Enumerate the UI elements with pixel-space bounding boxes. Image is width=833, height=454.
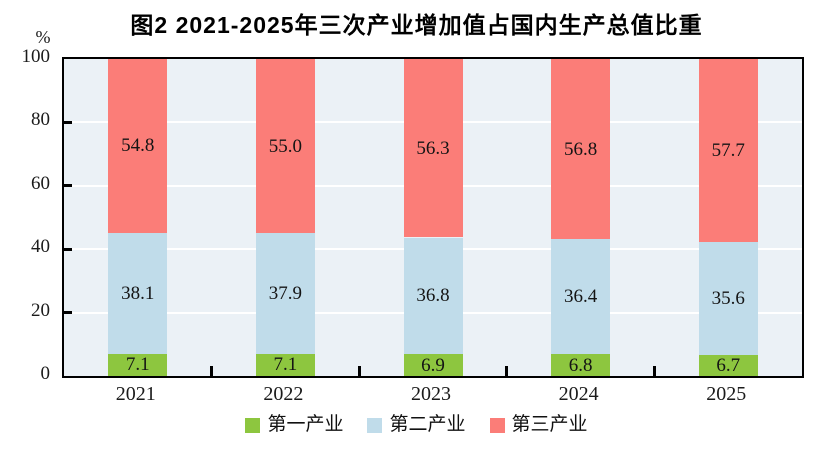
bar-segment: 54.8	[108, 59, 168, 233]
bar-segment: 6.7	[698, 354, 758, 376]
y-tick-mark	[64, 247, 72, 251]
bar-value-label: 36.4	[563, 286, 598, 308]
x-axis-label: 2025	[706, 383, 747, 405]
bar-segment: 35.6	[698, 241, 758, 355]
x-axis-label: 2022	[263, 383, 304, 405]
legend-label: 第一产业	[267, 414, 344, 435]
bar-value-label: 36.8	[416, 285, 450, 307]
bar-segment: 56.3	[403, 59, 463, 238]
bar-segment: 6.8	[551, 354, 611, 376]
bar-value-label: 37.9	[268, 282, 303, 304]
bar-value-label: 6.8	[568, 354, 593, 376]
chart-title: 图2 2021-2025年三次产业增加值占国内生产总值比重	[130, 12, 703, 38]
x-tick-mark	[505, 366, 509, 376]
legend-label: 第二产业	[389, 414, 466, 435]
legend-label: 第三产业	[511, 414, 588, 435]
y-tick-mark	[64, 120, 72, 124]
x-axis-label: 2023	[410, 383, 451, 405]
bar-segment: 37.9	[255, 233, 315, 354]
y-tick-label: 40	[31, 236, 50, 258]
legend-swatch	[489, 417, 505, 433]
y-axis-unit-label: %	[35, 27, 51, 47]
bar-value-label: 35.6	[711, 287, 745, 309]
bar-segment: 57.7	[698, 59, 758, 242]
y-tick-label: 100	[21, 46, 51, 67]
bar-segment: 38.1	[108, 232, 168, 354]
plot-area: 7.1 38.1 54.8 7.1 37.9 55.0 6.9 36.8 56.3 6.8 36.4…	[62, 57, 804, 378]
bar-value-label: 6.9	[421, 354, 445, 376]
legend-swatch	[367, 417, 383, 433]
bar-value-label: 7.1	[125, 354, 150, 376]
legend-item: 第三产业	[489, 414, 588, 437]
legend-item: 第二产业	[367, 414, 466, 437]
bar-segment: 56.8	[551, 59, 611, 240]
bar-value-label: 7.1	[273, 354, 298, 376]
x-tick-mark	[357, 366, 361, 376]
bar-segment: 6.9	[403, 354, 463, 376]
x-axis-label: 2024	[558, 383, 599, 405]
bar-value-label: 54.8	[121, 135, 155, 157]
y-tick-mark	[64, 311, 72, 315]
legend: 第一产业 第二产业 第三产业	[0, 414, 833, 437]
bar-value-label: 56.3	[416, 137, 450, 159]
y-tick-label: 80	[31, 109, 50, 131]
bar-value-label: 56.8	[563, 138, 598, 160]
bar-value-label: 38.1	[121, 282, 155, 304]
bar-value-label: 6.7	[716, 354, 741, 376]
bar-segment: 7.1	[255, 353, 315, 376]
legend-swatch	[245, 417, 261, 433]
y-tick-label: 60	[31, 172, 50, 194]
x-tick-mark	[652, 366, 656, 376]
y-tick-label: 0	[40, 363, 51, 384]
legend-item: 第一产业	[245, 414, 343, 437]
bar-value-label: 55.0	[268, 135, 303, 157]
y-tick-label: 20	[31, 299, 50, 321]
bar-segment: 55.0	[255, 59, 315, 234]
bar-segment: 7.1	[108, 353, 168, 376]
y-tick-mark	[64, 184, 72, 188]
bar-segment: 36.4	[551, 239, 611, 355]
bar-segment: 36.8	[403, 237, 463, 355]
bar-value-label: 57.7	[711, 139, 745, 161]
x-axis-label: 2021	[115, 383, 156, 405]
x-tick-mark	[210, 366, 214, 376]
